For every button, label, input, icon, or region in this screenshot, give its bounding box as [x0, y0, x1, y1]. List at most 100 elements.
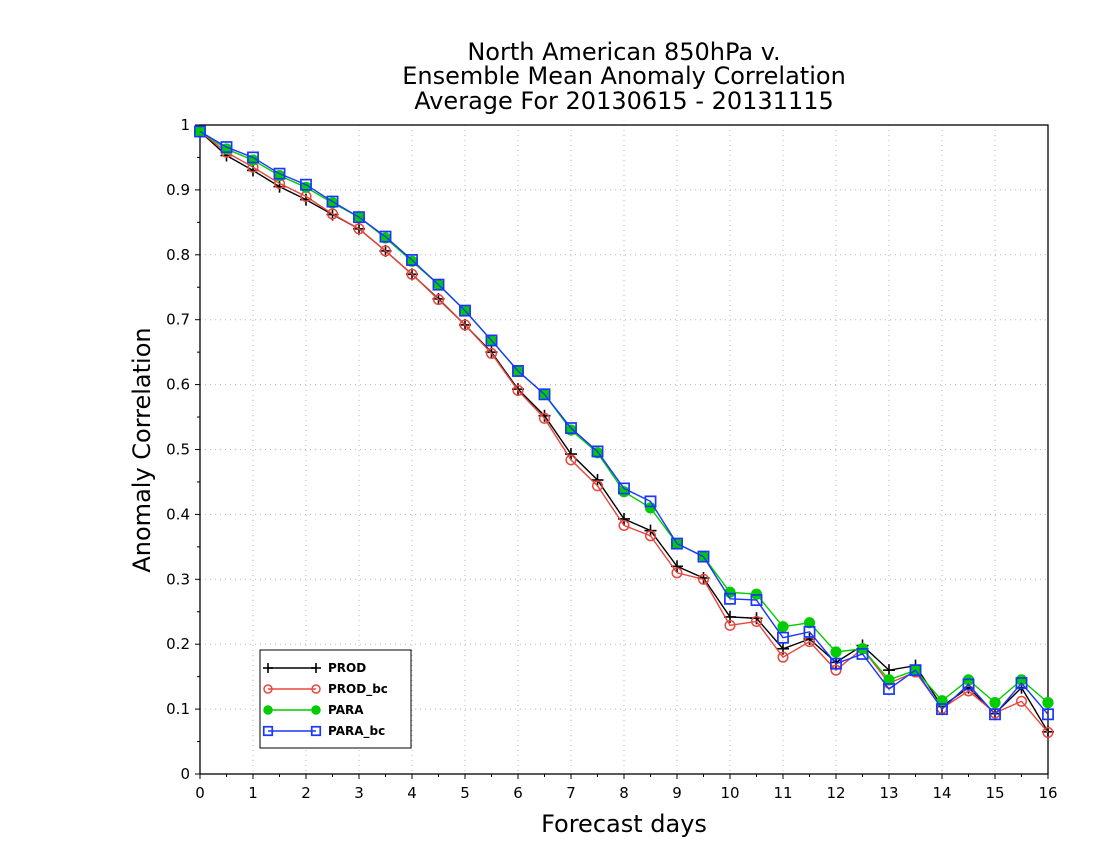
data-point — [406, 268, 418, 280]
data-point — [459, 304, 471, 317]
legend-marker-right — [311, 705, 321, 715]
x-axis-label: Forecast days — [541, 810, 707, 838]
x-tick-label: 3 — [354, 784, 364, 802]
data-point — [618, 519, 630, 531]
y-tick-label: 0.4 — [166, 505, 190, 523]
y-tick-label: 0.5 — [166, 441, 190, 459]
data-point — [697, 573, 710, 585]
data-point — [1042, 697, 1054, 709]
data-point — [1042, 708, 1054, 721]
x-tick-label: 7 — [566, 784, 576, 802]
data-point — [591, 480, 604, 492]
data-point — [565, 454, 577, 466]
legend-marker-left — [263, 705, 273, 715]
chart-title-line-2: Ensemble Mean Anomaly Correlation — [402, 62, 846, 90]
series-para-bc — [194, 125, 1054, 721]
data-point — [406, 254, 418, 266]
data-point — [962, 685, 975, 697]
data-point — [485, 334, 498, 347]
legend: PROD PROD_bc PARA PARA_bc — [259, 649, 412, 749]
data-point — [353, 211, 365, 224]
data-point — [300, 178, 312, 191]
legend-marker-right — [310, 725, 322, 737]
data-point — [512, 384, 524, 396]
data-point — [273, 167, 286, 180]
data-point — [777, 621, 789, 633]
data-point — [989, 697, 1001, 709]
legend-label: PROD_bc — [328, 682, 388, 697]
data-point — [379, 245, 392, 257]
data-point — [830, 664, 842, 676]
data-point — [830, 657, 842, 670]
data-point — [644, 530, 657, 542]
data-point — [644, 495, 657, 508]
x-tick-label: 15 — [985, 784, 1004, 802]
legend-label: PROD — [328, 661, 366, 675]
data-point — [883, 674, 895, 686]
series-line — [199, 130, 1049, 704]
x-tick-label: 9 — [672, 784, 682, 802]
data-point — [247, 151, 259, 164]
x-tick-label: 0 — [195, 784, 205, 802]
legend-entry: PROD — [263, 661, 366, 675]
x-tick-label: 1 — [248, 784, 258, 802]
y-axis-label: Anomaly Correlation — [128, 327, 156, 572]
data-point — [326, 195, 339, 208]
data-point — [989, 708, 1001, 721]
legend-marker-left — [262, 725, 274, 737]
x-tick-label: 11 — [773, 784, 792, 802]
legend-marker-right — [311, 684, 321, 694]
data-point — [883, 683, 895, 695]
legend-label: PARA_bc — [328, 724, 385, 739]
data-point — [750, 594, 763, 607]
y-tick-label: 1 — [180, 116, 190, 134]
legend-label: PARA — [328, 703, 364, 717]
x-tick-label: 14 — [932, 784, 951, 802]
y-tick-label: 0.2 — [166, 635, 190, 653]
x-tick-label: 12 — [826, 784, 845, 802]
data-point — [750, 615, 763, 628]
legend-entry: PROD_bc — [263, 682, 388, 697]
data-point — [803, 625, 816, 638]
chart-title-line-3: Average For 20130615 - 20131115 — [414, 87, 834, 115]
data-point — [724, 619, 736, 631]
data-point — [1015, 677, 1028, 690]
data-point — [379, 230, 392, 243]
series-layer — [194, 125, 1054, 739]
y-tick-label: 0.7 — [166, 311, 190, 329]
x-tick-label: 6 — [513, 784, 523, 802]
data-point — [220, 141, 233, 154]
chart-title-line-1: North American 850hPa v. — [467, 38, 780, 66]
data-point — [459, 319, 471, 331]
data-point — [618, 482, 630, 495]
x-tick-label: 8 — [619, 784, 629, 802]
data-point — [538, 388, 551, 401]
data-point — [671, 537, 683, 550]
data-point — [936, 703, 948, 716]
x-tick-label: 4 — [407, 784, 417, 802]
legend-entry: PARA_bc — [262, 724, 385, 739]
y-tick-label: 0 — [180, 765, 190, 783]
data-point — [194, 125, 206, 138]
data-point — [432, 278, 445, 291]
y-tick-label: 0.3 — [166, 570, 190, 588]
data-point — [432, 294, 445, 306]
x-tick-label: 2 — [301, 784, 311, 802]
data-point — [962, 678, 975, 691]
data-point — [830, 646, 842, 658]
data-point — [1015, 695, 1028, 707]
data-point — [724, 592, 736, 605]
data-point — [777, 631, 789, 644]
y-tick-label: 0.9 — [166, 181, 190, 199]
legend-marker-left — [263, 684, 273, 694]
data-point — [671, 567, 683, 579]
y-tick-label: 0.6 — [166, 376, 190, 394]
series-line — [199, 130, 1049, 733]
data-point — [591, 445, 604, 458]
data-point — [777, 651, 789, 663]
data-point — [512, 365, 524, 377]
data-point — [856, 647, 869, 660]
series-line — [199, 130, 1049, 733]
